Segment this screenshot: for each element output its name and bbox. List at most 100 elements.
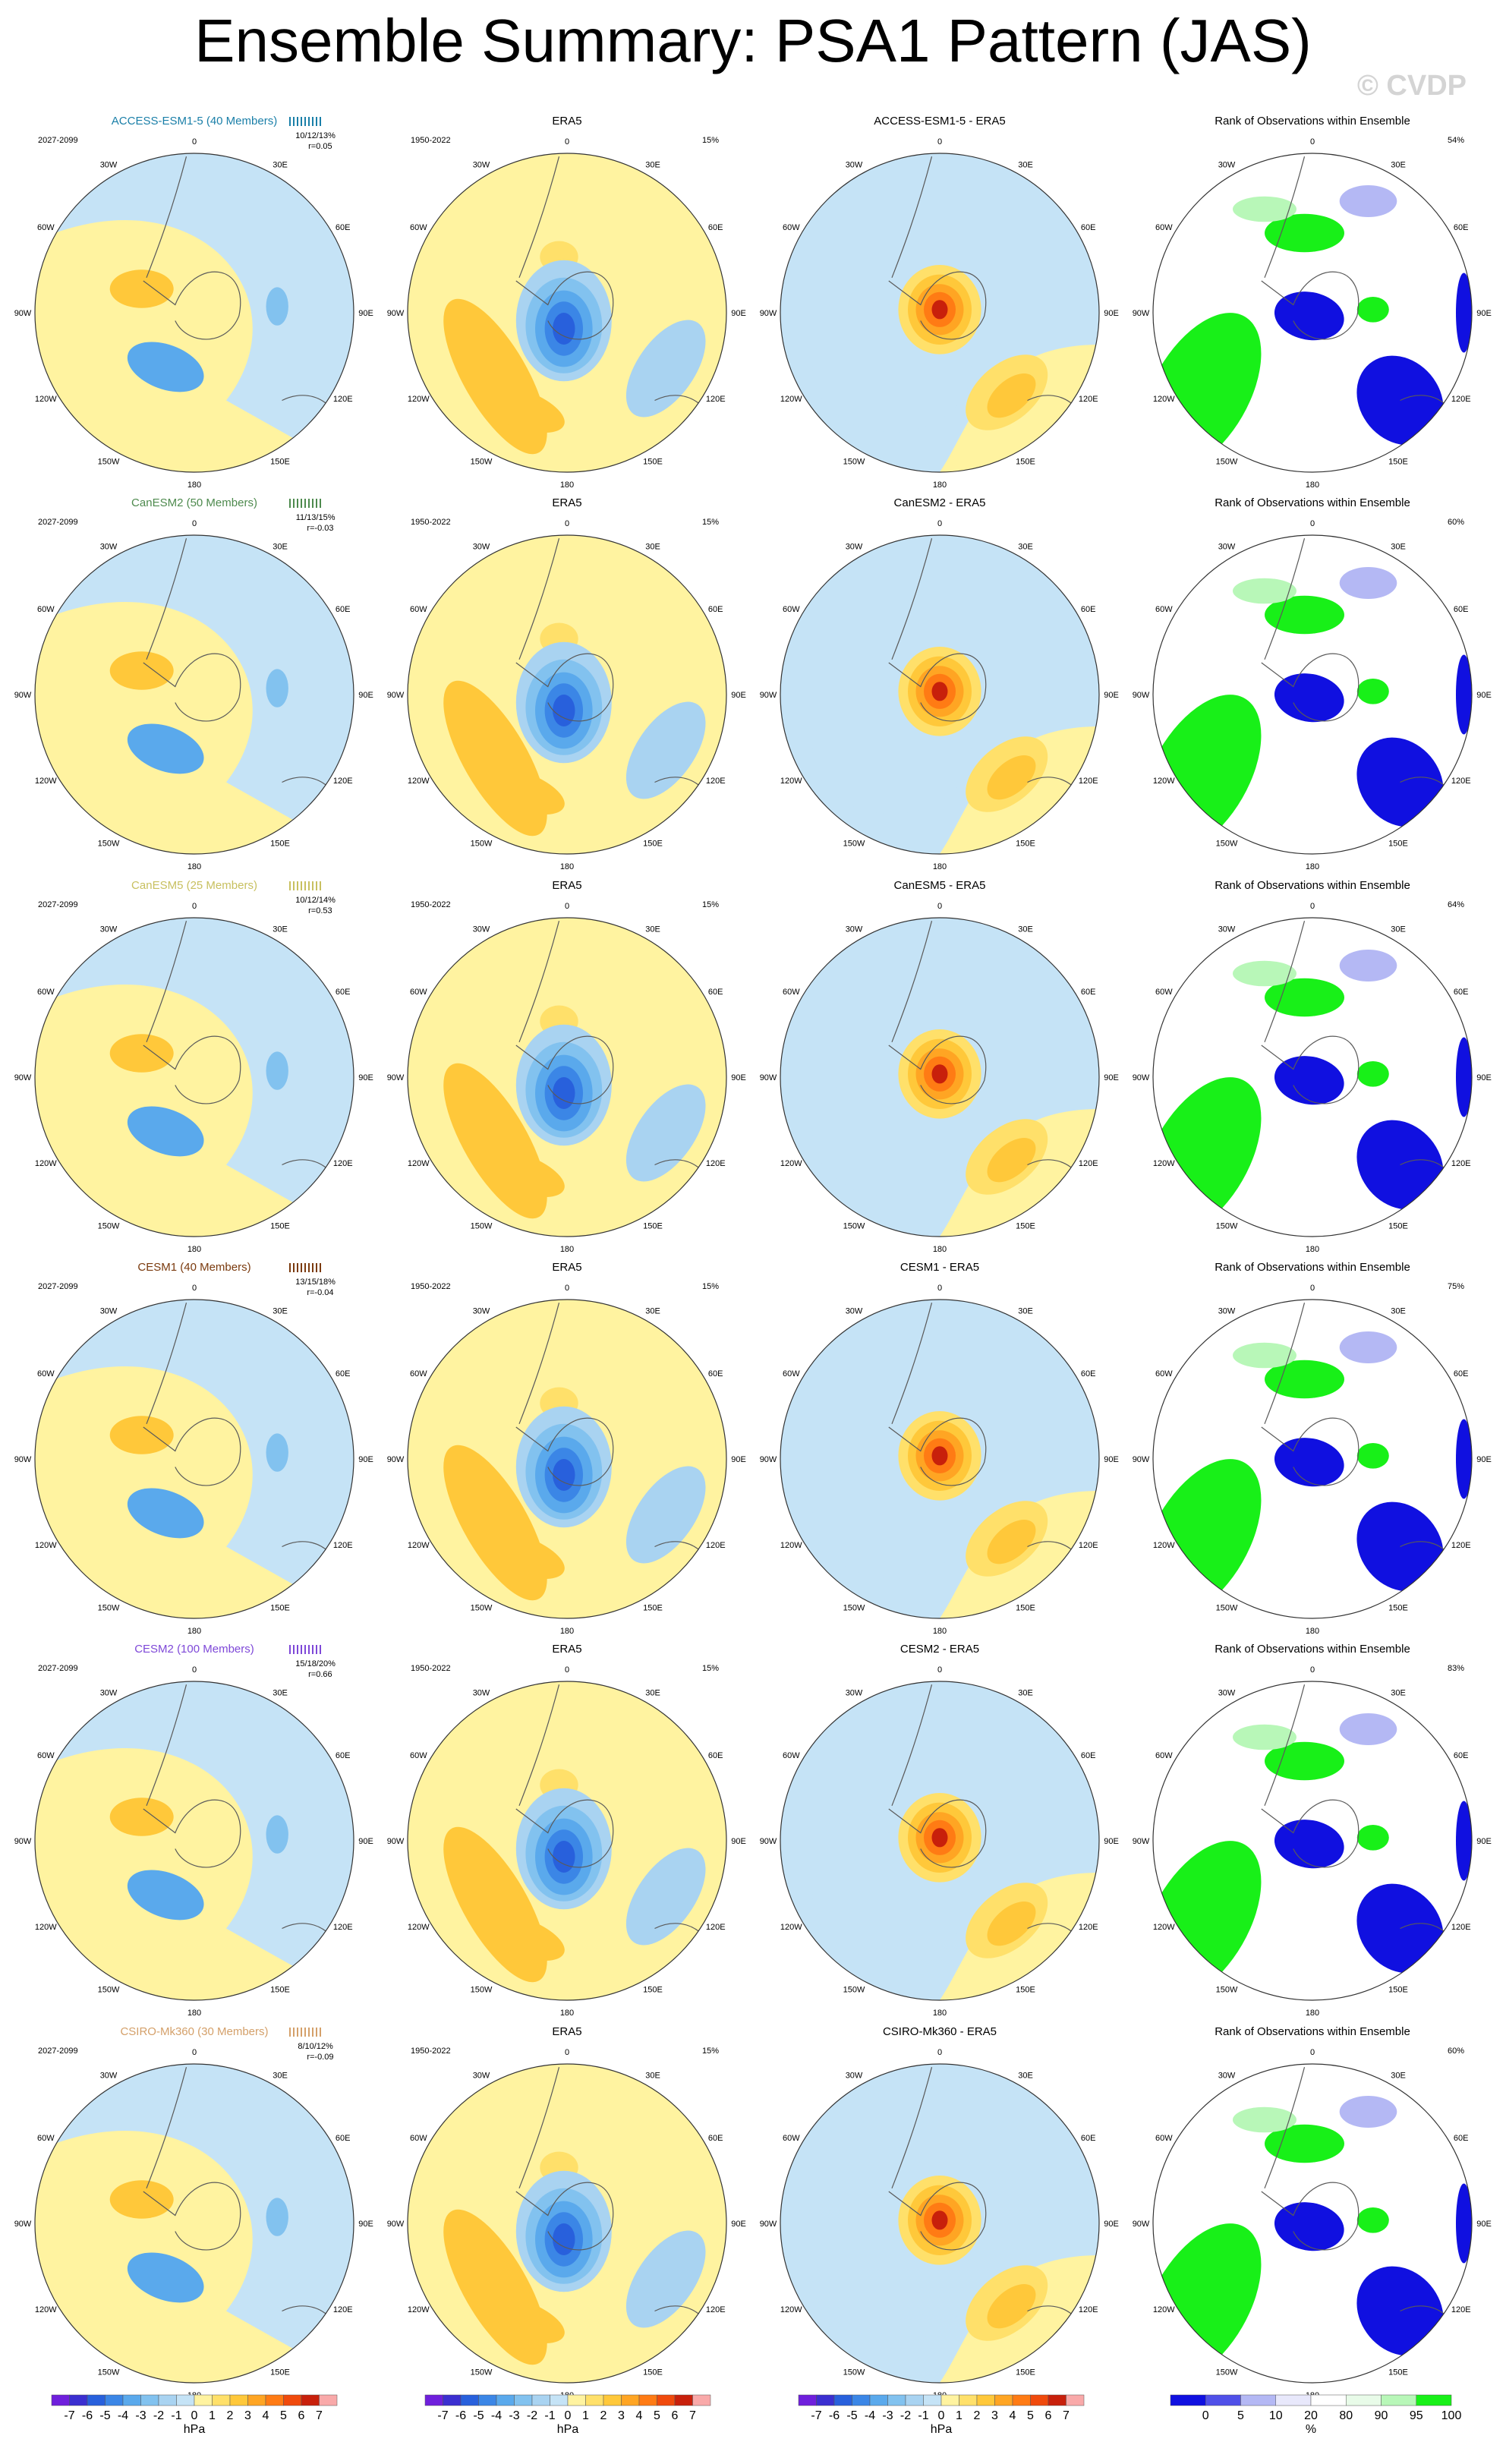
longitude-label: 120E [1079,1923,1098,1932]
obs-map: 0 30E 60E 90E 120E 150E 180 150W 120W 90W 60W 30W [387,137,746,490]
longitude-label: 60E [336,1369,351,1379]
coastline [146,1303,187,1425]
longitude-label: 90W [760,1073,777,1082]
longitude-label: 0 [565,519,569,528]
rank-patch [1233,1342,1296,1369]
longitude-label: 150E [1016,458,1035,467]
longitude-label: 60E [708,1369,723,1379]
longitude-label: 150W [98,2368,120,2377]
longitude-label: 30E [1391,1306,1406,1315]
longitude-label: 90W [387,309,405,318]
longitude-label: 180 [560,1627,574,1636]
contour-blob [625,1466,706,1564]
pattern-correlation: r=0.66 [308,1670,332,1679]
longitude-label: 30W [100,925,118,934]
coastline [1261,1799,1359,1868]
rank-patch [1456,2183,1472,2264]
longitude-label: 60E [336,988,351,997]
longitude-label: 150W [1216,1222,1238,1231]
longitude-label: 120E [706,1923,726,1932]
panel-title: Rank of Observations within Ensemble [1215,115,1410,128]
diff-map: 0 30E 60E 90E 120E 150E 180 150W 120W 90W 60W 30W [760,137,1119,490]
coastline [1261,1035,1359,1104]
colorbar-swatch [301,2394,320,2406]
longitude-label: 120W [780,777,802,786]
longitude-label: 120E [1451,395,1471,404]
colorbar-tick-label: 3 [244,2409,251,2422]
longitude-label: 60W [410,223,427,232]
map-border [407,1681,727,2001]
coastline [515,653,614,722]
longitude-label: 90E [1104,691,1119,700]
contour-blob [266,669,288,707]
rank-patch [1339,2096,1397,2128]
longitude-label: 90E [358,691,373,700]
longitude-label: 60E [336,605,351,614]
colorbar-tick-label: -6 [829,2409,840,2422]
coastline [143,1799,241,1868]
coastline [891,921,933,1043]
coastline [1264,1684,1306,1807]
coastline [515,1417,614,1486]
contour-blob [931,2210,948,2230]
coastline [143,653,241,722]
colorbar-tick-label: 3 [991,2409,998,2422]
coastline [888,1035,987,1104]
contour-blob [625,1084,706,1182]
longitude-label: 60E [708,2134,723,2143]
contour-blob [127,1106,204,1157]
colorbar-swatch [869,2394,888,2406]
colorbar-tick-label: 5 [1027,2409,1034,2422]
obs-map: 0 30E 60E 90E 120E 150E 180 150W 120W 90W 60W 30W [387,1665,746,2018]
longitude-label: 30E [273,2071,288,2080]
colorbar-tick-label: 7 [689,2409,696,2422]
longitude-label: 120W [35,1159,57,1168]
colorbar-swatch [994,2394,1013,2406]
longitude-label: 0 [937,1665,942,1675]
colorbar-tick-label: -2 [900,2409,911,2422]
model-period: 2027-2099 [38,900,78,909]
rank-pct: 75% [1448,1282,1464,1291]
colorbar-swatch [531,2394,550,2406]
longitude-label: 120W [780,1541,802,1550]
longitude-label: 150E [643,840,663,849]
longitude-label: 90E [1476,1073,1492,1082]
obs-period: 1950-2022 [411,900,451,909]
obs-pct: 15% [702,900,719,909]
longitude-label: 150W [1216,2368,1238,2377]
longitude-label: 30E [645,542,660,551]
map-border [780,153,1100,473]
colorbar-swatch [1416,2394,1452,2406]
coastline [888,653,987,722]
longitude-label: 120W [780,2305,802,2314]
colorbar-tick-label: -1 [171,2409,181,2422]
longitude-label: 150W [98,1222,120,1231]
map-border [780,2063,1100,2384]
contour-blob [474,765,565,815]
rank-map: 0 30E 60E 90E 120E 150E 180 150W 120W 90W 60W 30W [1133,902,1492,1254]
colorbar-tick-label: 6 [298,2409,305,2422]
colorbar-swatch [816,2394,835,2406]
longitude-label: 120W [408,1923,430,1932]
rank-patch [1356,1825,1389,1851]
coastline [146,921,187,1043]
colorbar-swatch [1275,2394,1312,2406]
longitude-label: 90W [387,2220,405,2229]
longitude-label: 90W [387,1073,405,1082]
map-border [780,917,1100,1237]
coastline [143,2182,241,2251]
longitude-label: 90E [358,1837,373,1846]
longitude-label: 60W [783,2134,800,2143]
map-border [1152,2063,1473,2384]
panel-title: CanESM2 (50 Members) [131,496,257,509]
colorbar-swatch [1170,2394,1206,2406]
diff-map: 0 30E 60E 90E 120E 150E 180 150W 120W 90W 60W 30W [760,519,1119,871]
longitude-label: 0 [565,137,569,147]
longitude-label: 30W [100,2071,118,2080]
contour-blob [931,300,948,320]
longitude-label: 60E [708,223,723,232]
panel-title: CanESM2 - ERA5 [894,496,986,509]
map-border [1152,153,1473,473]
